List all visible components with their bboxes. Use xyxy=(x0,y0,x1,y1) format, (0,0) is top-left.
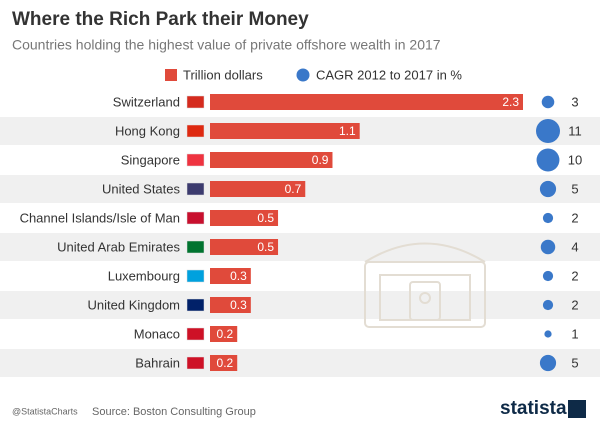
footer-source: Source: Boston Consulting Group xyxy=(92,406,256,418)
flag xyxy=(186,298,205,312)
bubble xyxy=(540,239,556,255)
bar xyxy=(210,268,251,284)
flag xyxy=(186,327,205,341)
category-label: Channel Islands/Isle of Man xyxy=(20,210,180,225)
chest-illustration xyxy=(364,242,486,328)
category-label: Monaco xyxy=(134,326,180,341)
legend-swatch xyxy=(296,68,310,82)
flag xyxy=(186,182,205,196)
bubble xyxy=(542,212,554,224)
bubble-value-label: 2 xyxy=(571,297,578,312)
bar-value-label: 0.3 xyxy=(230,269,247,283)
bar xyxy=(210,355,238,371)
bubble-value-label: 3 xyxy=(571,94,578,109)
bubble-value-label: 4 xyxy=(571,239,578,254)
bar xyxy=(210,326,238,342)
row-band xyxy=(0,233,600,261)
flag xyxy=(186,356,205,370)
category-label: Switzerland xyxy=(113,94,180,109)
bubble xyxy=(539,180,557,198)
bar-value-label: 0.5 xyxy=(257,211,274,225)
bar xyxy=(210,297,251,313)
bubble-value-label: 5 xyxy=(571,181,578,196)
legend-label: Trillion dollars xyxy=(183,67,263,82)
category-label: United States xyxy=(102,181,181,196)
row-band xyxy=(0,291,600,319)
bubble-value-label: 2 xyxy=(571,210,578,225)
bubble-value-label: 1 xyxy=(571,326,578,341)
flag xyxy=(186,153,205,167)
legend-label: CAGR 2012 to 2017 in % xyxy=(316,67,462,82)
chart-subtitle: Countries holding the highest value of p… xyxy=(12,37,441,53)
flag xyxy=(186,269,205,283)
footer-handle: @StatistaCharts xyxy=(12,406,78,416)
row-band xyxy=(0,349,600,377)
bar-value-label: 1.1 xyxy=(339,124,356,138)
flag xyxy=(186,124,205,138)
flag xyxy=(186,240,205,254)
bar xyxy=(210,181,306,197)
bubble xyxy=(539,354,557,372)
category-label: Singapore xyxy=(121,152,180,167)
bubble-value-label: 10 xyxy=(568,152,582,167)
bubble-value-label: 2 xyxy=(571,268,578,283)
category-label: Luxembourg xyxy=(108,268,180,283)
flag xyxy=(186,95,205,109)
category-label: Hong Kong xyxy=(115,123,180,138)
brand-icon xyxy=(568,400,586,418)
bubble xyxy=(542,270,554,282)
brand-logo: statista xyxy=(500,398,567,419)
bar-value-label: 0.9 xyxy=(312,153,329,167)
bar xyxy=(210,94,523,110)
bubble-value-label: 5 xyxy=(571,355,578,370)
bubble xyxy=(541,95,555,109)
category-label: United Arab Emirates xyxy=(57,239,180,254)
flag xyxy=(186,211,205,225)
bubble xyxy=(544,330,552,338)
bar-value-label: 0.5 xyxy=(257,240,274,254)
bar-value-label: 0.7 xyxy=(285,182,302,196)
bar xyxy=(210,152,333,168)
bar xyxy=(210,210,279,226)
rows: Switzerland 2.3 3 Hong Kong 1.1 11 Singapore 0.… xyxy=(0,94,600,377)
bar-value-label: 0.3 xyxy=(230,298,247,312)
bar-value-label: 2.3 xyxy=(502,95,519,109)
bar-value-label: 0.2 xyxy=(217,356,234,370)
category-label: United Kingdom xyxy=(88,297,181,312)
bar xyxy=(210,123,360,139)
category-label: Bahrain xyxy=(135,355,180,370)
bar xyxy=(210,239,279,255)
bubble xyxy=(536,148,560,172)
bar-value-label: 0.2 xyxy=(217,327,234,341)
bubble-value-label: 11 xyxy=(568,123,582,138)
legend-swatch xyxy=(165,69,177,81)
bubble xyxy=(536,119,560,143)
bubble xyxy=(542,299,554,311)
chart-title: Where the Rich Park their Money xyxy=(12,9,309,30)
